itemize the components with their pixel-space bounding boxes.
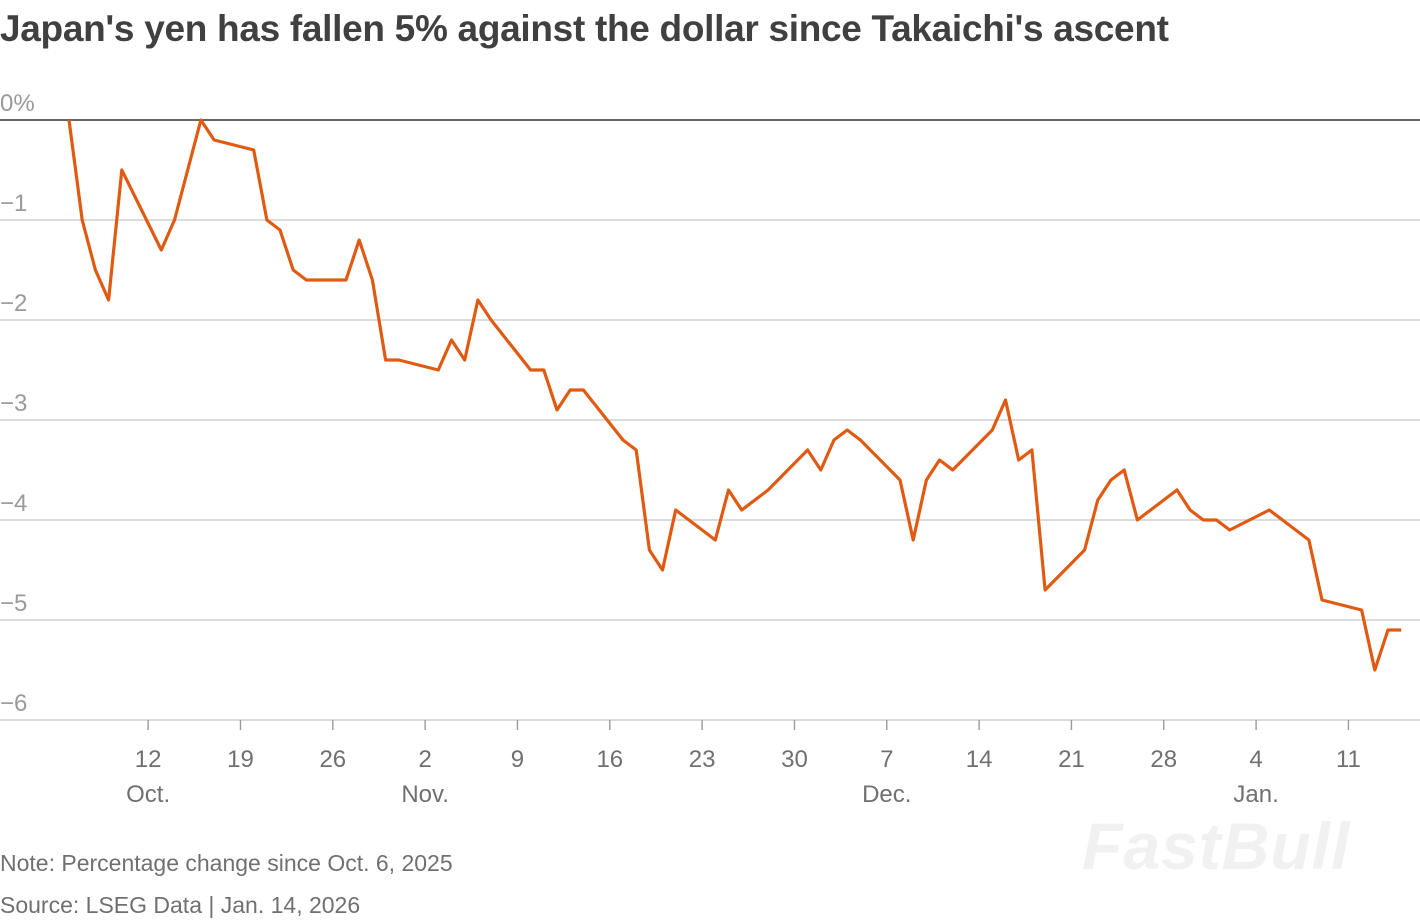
y-tick-label: 0% [0,90,35,117]
chart-source: Source: LSEG Data | Jan. 14, 2026 [0,892,361,918]
x-tick-label: 9 [511,746,524,773]
y-tick-label: −4 [0,490,27,517]
x-month-label: Nov. [401,781,449,808]
x-tick-label: 14 [966,746,993,773]
y-tick-label: −2 [0,290,27,317]
x-tick-label: 26 [319,746,346,773]
series-line [67,118,1402,672]
watermark: FastBull [1082,809,1351,883]
y-tick-label: −5 [0,590,27,617]
x-month-label: Oct. [126,781,170,808]
x-tick-label: 30 [781,746,808,773]
x-tick-label: 12 [135,746,162,773]
x-month-label: Jan. [1233,781,1278,808]
x-month-label: Dec. [862,781,911,808]
chart-title: Japan's yen has fallen 5% against the do… [0,8,1169,49]
x-tick-label: 11 [1336,746,1361,773]
x-tick-label: 4 [1249,746,1262,773]
x-tick-label: 21 [1058,746,1085,773]
y-tick-label: −3 [0,390,27,417]
x-tick-label: 28 [1150,746,1177,773]
x-tick-label: 7 [880,746,893,773]
x-tick-label: 2 [418,746,431,773]
x-tick-label: 23 [689,746,716,773]
y-tick-label: −6 [0,690,27,717]
x-tick-label: 16 [596,746,623,773]
x-tick-label: 19 [227,746,254,773]
y-tick-label: −1 [0,190,27,217]
chart-note: Note: Percentage change since Oct. 6, 20… [0,850,453,876]
